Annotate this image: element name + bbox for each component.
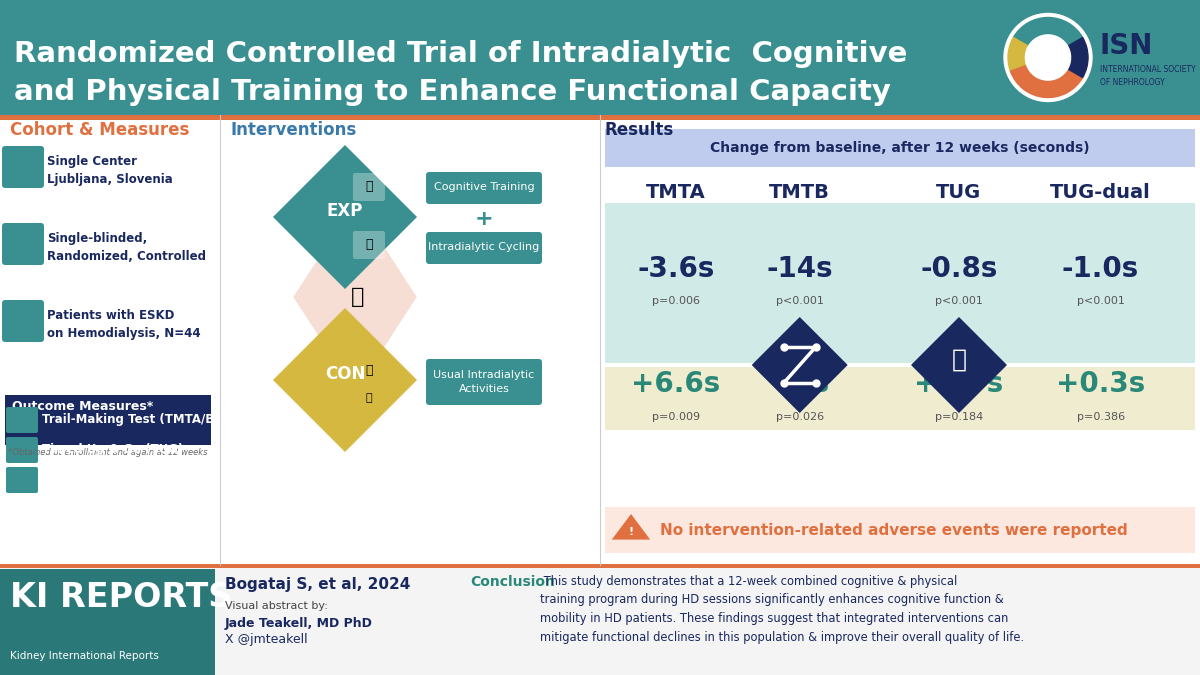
Polygon shape (612, 514, 650, 539)
FancyBboxPatch shape (426, 232, 542, 264)
Text: Kidney International Reports: Kidney International Reports (10, 651, 158, 661)
Text: TMTA: TMTA (646, 183, 706, 202)
FancyBboxPatch shape (353, 231, 385, 259)
FancyBboxPatch shape (0, 0, 1200, 115)
Wedge shape (1069, 38, 1088, 57)
FancyBboxPatch shape (6, 407, 38, 433)
Wedge shape (1010, 65, 1082, 97)
Wedge shape (1008, 38, 1027, 71)
Text: p=0.026: p=0.026 (775, 412, 823, 421)
Text: 🎲: 🎲 (352, 287, 365, 307)
Polygon shape (751, 317, 847, 413)
Text: This study demonstrates that a 12-week combined cognitive & physical
training pr: This study demonstrates that a 12-week c… (540, 575, 1024, 643)
Text: p<0.001: p<0.001 (1076, 296, 1124, 306)
FancyBboxPatch shape (605, 129, 1195, 167)
FancyBboxPatch shape (353, 173, 385, 201)
Text: -14s: -14s (767, 255, 833, 283)
Text: !: ! (629, 527, 634, 537)
Text: Single-blinded,
Randomized, Controlled: Single-blinded, Randomized, Controlled (47, 232, 206, 263)
Text: TUG-dual: TUG-dual (1050, 183, 1151, 202)
Text: Conclusion: Conclusion (470, 575, 554, 589)
Text: CON: CON (325, 365, 365, 383)
Polygon shape (274, 145, 418, 289)
FancyBboxPatch shape (6, 437, 38, 463)
Text: p=0.009: p=0.009 (652, 412, 700, 421)
Polygon shape (293, 202, 416, 392)
Text: 🚴: 🚴 (365, 238, 373, 252)
FancyBboxPatch shape (2, 146, 44, 188)
Polygon shape (911, 317, 1007, 413)
Text: 🚶: 🚶 (952, 348, 966, 372)
Circle shape (1004, 14, 1092, 101)
FancyBboxPatch shape (426, 359, 542, 405)
Text: Timed Up & Go (TUG): Timed Up & Go (TUG) (42, 443, 184, 456)
Text: p=0.184: p=0.184 (935, 412, 983, 421)
Text: Change from baseline, after 12 weeks (seconds): Change from baseline, after 12 weeks (se… (710, 141, 1090, 155)
Wedge shape (1013, 18, 1082, 45)
Text: Results: Results (605, 121, 674, 139)
Text: +0.7s: +0.7s (914, 371, 1003, 398)
Text: Randomized Controlled Trial of Intradialytic  Cognitive: Randomized Controlled Trial of Intradial… (14, 40, 907, 68)
Text: KI REPORTS: KI REPORTS (10, 581, 233, 614)
Wedge shape (1069, 57, 1088, 78)
FancyBboxPatch shape (2, 223, 44, 265)
Text: Single Center
Ljubljana, Slovenia: Single Center Ljubljana, Slovenia (47, 155, 173, 186)
FancyBboxPatch shape (0, 565, 1200, 675)
FancyBboxPatch shape (0, 569, 215, 675)
Text: +7s: +7s (770, 371, 829, 398)
Text: -0.8s: -0.8s (920, 255, 997, 283)
Text: -3.6s: -3.6s (637, 255, 714, 283)
Text: +0.3s: +0.3s (1056, 371, 1145, 398)
FancyBboxPatch shape (605, 367, 1195, 430)
FancyBboxPatch shape (0, 115, 1200, 565)
Text: p=0.006: p=0.006 (652, 296, 700, 306)
Text: TMTB: TMTB (769, 183, 830, 202)
Text: Visual abstract by:: Visual abstract by: (226, 601, 328, 611)
Text: 💤: 💤 (366, 393, 372, 403)
Text: Usual Intradialytic
Activities: Usual Intradialytic Activities (433, 371, 535, 394)
FancyBboxPatch shape (5, 395, 211, 445)
Text: -1.0s: -1.0s (1062, 255, 1139, 283)
Text: TUG Dual Task (TUG-dual): TUG Dual Task (TUG-dual) (42, 473, 214, 487)
FancyBboxPatch shape (605, 203, 1195, 363)
Text: +: + (475, 209, 493, 229)
Text: Bogataj S, et al, 2024: Bogataj S, et al, 2024 (226, 577, 410, 592)
Text: Trail-Making Test (TMTA/B): Trail-Making Test (TMTA/B) (42, 414, 220, 427)
FancyBboxPatch shape (0, 115, 1200, 120)
Text: Cognitive Training: Cognitive Training (433, 182, 534, 192)
Text: Interventions: Interventions (230, 121, 356, 139)
FancyBboxPatch shape (0, 564, 1200, 568)
Text: Outcome Measures*: Outcome Measures* (12, 400, 154, 413)
FancyBboxPatch shape (6, 467, 38, 493)
Text: Cohort & Measures: Cohort & Measures (10, 121, 190, 139)
Polygon shape (274, 308, 418, 452)
FancyBboxPatch shape (2, 300, 44, 342)
Text: ISN: ISN (1100, 32, 1153, 59)
Text: No intervention-related adverse events were reported: No intervention-related adverse events w… (660, 522, 1128, 537)
Text: +6.6s: +6.6s (631, 371, 720, 398)
Text: p=0.386: p=0.386 (1076, 412, 1124, 421)
Text: Intradialytic Cycling: Intradialytic Cycling (428, 242, 540, 252)
Text: and Physical Training to Enhance Functional Capacity: and Physical Training to Enhance Functio… (14, 78, 890, 106)
Text: p<0.001: p<0.001 (935, 296, 983, 306)
Text: 📺: 📺 (365, 364, 373, 377)
Text: TUG: TUG (936, 183, 982, 202)
Text: EXP: EXP (326, 202, 364, 220)
FancyBboxPatch shape (605, 507, 1195, 553)
Text: X @jmteakell: X @jmteakell (226, 633, 307, 646)
Text: *Obtained at enrollment and again at 12 weeks: *Obtained at enrollment and again at 12 … (8, 448, 208, 457)
FancyBboxPatch shape (426, 172, 542, 204)
Text: Jade Teakell, MD PhD: Jade Teakell, MD PhD (226, 617, 373, 630)
Text: Patients with ESKD
on Hemodialysis, N=44: Patients with ESKD on Hemodialysis, N=44 (47, 309, 200, 340)
Text: p<0.001: p<0.001 (775, 296, 823, 306)
Text: 🖥: 🖥 (365, 180, 373, 194)
Text: INTERNATIONAL SOCIETY
OF NEPHROLOGY: INTERNATIONAL SOCIETY OF NEPHROLOGY (1100, 65, 1195, 87)
